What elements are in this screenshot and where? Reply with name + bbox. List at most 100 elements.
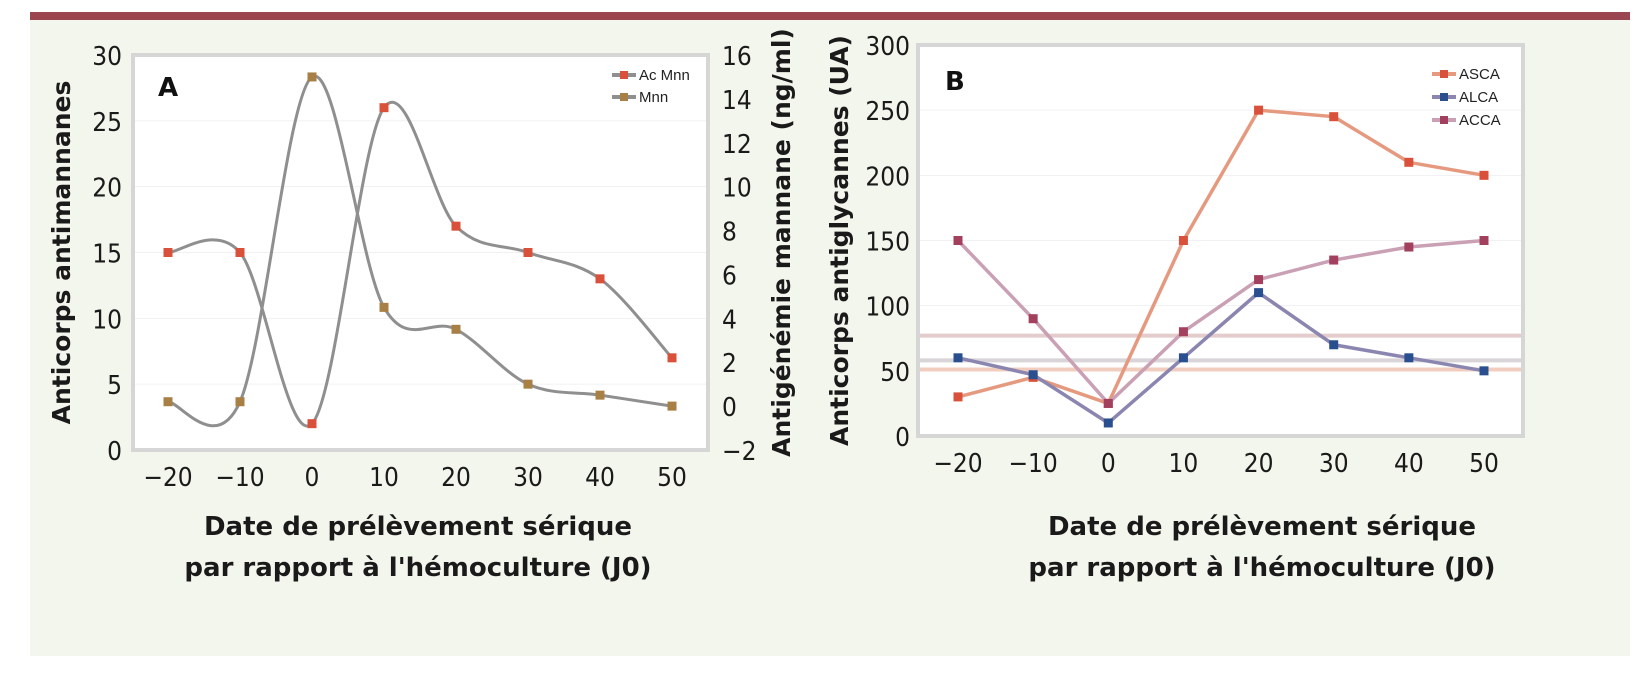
data-point <box>1479 366 1489 376</box>
series-acca <box>953 236 1489 408</box>
data-point <box>1479 236 1489 245</box>
y2-axis-title: Antigénémie mannane (ng/ml) <box>767 28 796 457</box>
y-tick-label: 5 <box>107 371 122 401</box>
data-point <box>1028 314 1038 324</box>
data-point <box>379 103 389 113</box>
data-point <box>523 379 533 389</box>
x-tick-label: 30 <box>513 463 543 493</box>
y2-tick-label: 16 <box>722 42 752 72</box>
data-point <box>1254 275 1264 285</box>
data-point <box>953 353 963 363</box>
x-axis-title-line2: par rapport à l'hémoculture (J0) <box>1028 553 1495 583</box>
data-point <box>307 72 317 82</box>
data-point <box>307 419 317 429</box>
header-bar <box>30 12 1630 20</box>
y-tick-label: 200 <box>865 162 910 192</box>
legend-item: Ac Mnn <box>612 67 690 84</box>
legend-label: ASCA <box>1459 66 1500 83</box>
panel-label: B <box>945 67 965 97</box>
y2-tick-label: 6 <box>722 261 737 291</box>
data-point <box>595 390 605 400</box>
data-point <box>1404 157 1414 167</box>
y2-tick-label: 0 <box>722 393 737 423</box>
y-axis-title: Anticorps antimannanes <box>47 81 76 425</box>
series-alca <box>953 288 1489 428</box>
legend-marker <box>620 93 628 101</box>
y-tick-label: 25 <box>92 108 122 138</box>
series-line <box>167 74 673 428</box>
data-point <box>953 236 963 245</box>
data-point <box>1404 242 1414 252</box>
data-point <box>451 324 461 334</box>
data-point <box>1404 353 1414 363</box>
y2-tick-label: 2 <box>722 349 737 379</box>
data-point <box>1178 327 1188 337</box>
x-tick-label: 10 <box>369 463 399 493</box>
y-tick-label: 20 <box>92 174 122 204</box>
data-point <box>235 397 245 407</box>
data-point <box>1103 418 1113 428</box>
data-point <box>953 392 963 402</box>
x-axis-title-line1: Date de prélèvement sérique <box>1048 512 1476 542</box>
legend-label: Mnn <box>639 89 668 106</box>
legend-label: ALCA <box>1459 89 1498 106</box>
x-tick-label: 10 <box>1169 449 1199 479</box>
data-point <box>667 353 677 363</box>
data-point <box>667 401 677 411</box>
y-tick-label: 15 <box>92 240 122 270</box>
y-tick-label: 50 <box>880 358 910 388</box>
data-point <box>235 248 245 257</box>
data-point <box>1028 370 1038 380</box>
x-tick-label: 50 <box>657 463 687 493</box>
series-ac-mnn <box>163 100 677 429</box>
legend-marker <box>1440 116 1448 124</box>
y2-tick-label: 8 <box>722 218 737 248</box>
x-tick-label: −10 <box>1008 449 1057 479</box>
x-tick-label: 20 <box>1244 449 1274 479</box>
y2-tick-label: −2 <box>722 437 756 467</box>
x-tick-label: 30 <box>1319 449 1349 479</box>
series-line <box>957 290 1485 425</box>
x-tick-label: 0 <box>305 463 320 493</box>
y-tick-label: 100 <box>865 293 910 323</box>
data-point <box>163 248 173 257</box>
y-axis-title: Anticorps antiglycannes (UA) <box>825 35 854 446</box>
y-tick-label: 300 <box>865 32 910 62</box>
legend-marker <box>1440 93 1448 101</box>
data-point <box>1178 353 1188 363</box>
data-point <box>1254 105 1264 115</box>
data-point <box>451 221 461 231</box>
y-tick-label: 10 <box>92 305 122 335</box>
y2-tick-label: 4 <box>722 305 737 335</box>
series-line <box>956 238 1485 406</box>
data-point <box>379 302 389 312</box>
data-point <box>1254 288 1264 298</box>
x-tick-label: −10 <box>215 463 264 493</box>
chart-panel-b: 0 50 100 150 200 250 300 −20 −10 0 10 20 30 40 50 Antic… <box>825 32 1525 583</box>
data-point <box>1178 236 1188 245</box>
legend-item: Mnn <box>612 89 668 106</box>
x-tick-label: 0 <box>1101 449 1116 479</box>
legend-item: ASCA <box>1432 66 1500 83</box>
data-point <box>1329 255 1339 265</box>
x-axis-title-line2: par rapport à l'hémoculture (J0) <box>184 553 651 583</box>
data-point <box>163 397 173 407</box>
data-point <box>595 274 605 284</box>
x-tick-label: 20 <box>441 463 471 493</box>
x-tick-label: −20 <box>933 449 982 479</box>
legend-item: ACCA <box>1432 112 1501 129</box>
legend-label: Ac Mnn <box>639 67 690 84</box>
data-point <box>1103 398 1113 408</box>
y2-tick-label: 12 <box>722 130 752 160</box>
x-tick-label: 50 <box>1469 449 1499 479</box>
y-tick-label: 250 <box>865 97 910 127</box>
series-mnn <box>163 72 677 428</box>
panel-label: A <box>158 73 178 103</box>
legend-label: ACCA <box>1459 112 1501 129</box>
legend-marker <box>620 71 628 79</box>
y2-tick-label: 14 <box>722 86 752 116</box>
data-point <box>1329 340 1339 350</box>
data-point <box>1329 112 1339 122</box>
y-tick-label: 0 <box>895 423 910 453</box>
